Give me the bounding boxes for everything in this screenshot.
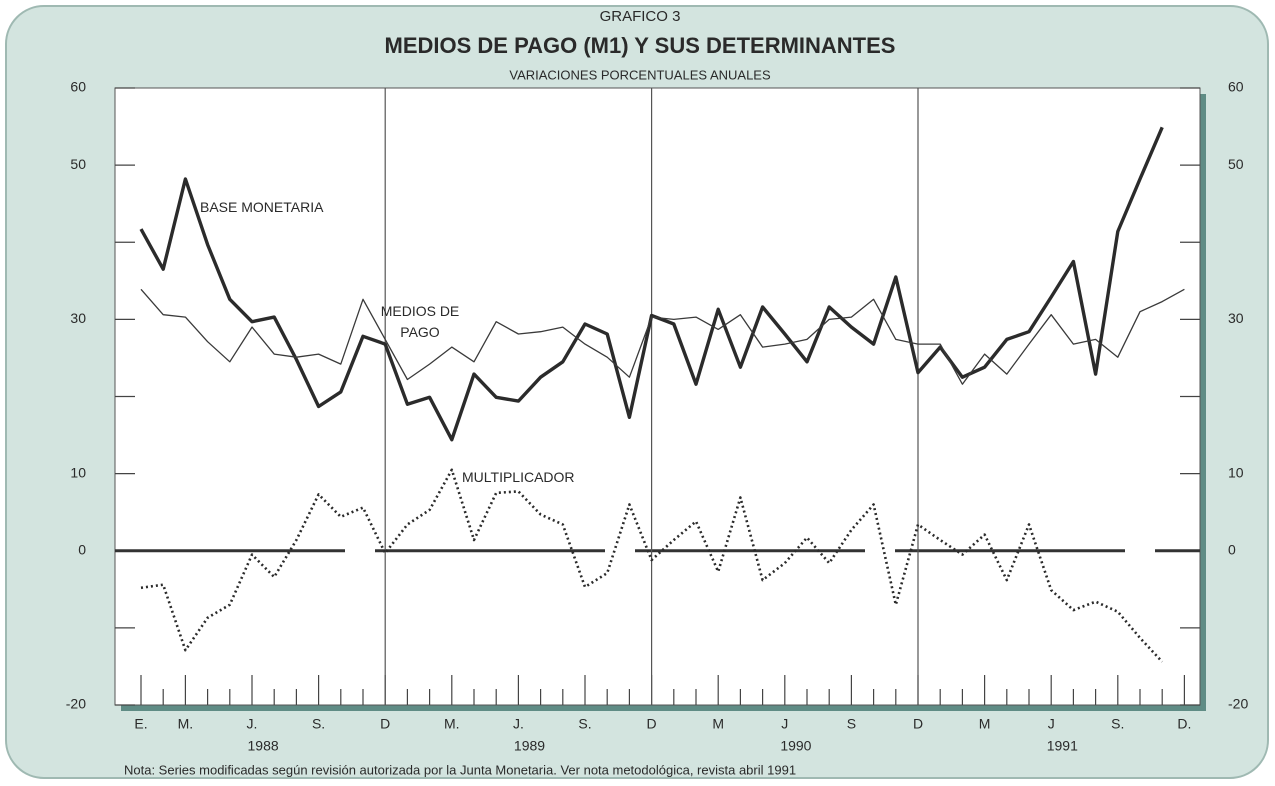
series-label-box: MULTIPLICADOR: [462, 469, 575, 485]
y2-tick-label: 10: [1228, 464, 1244, 480]
year-label: 1988: [248, 738, 279, 754]
note: Nota: Series modificadas según revisión …: [124, 762, 796, 777]
y2-tick-label: 30: [1228, 310, 1244, 326]
series-label-box: BASE MONETARIA: [200, 199, 324, 215]
series-label: MEDIOS DE PAGO: [380, 303, 460, 340]
year-label: 1989: [514, 738, 545, 754]
x-tick-label: M.: [178, 716, 194, 732]
series-line: [140, 468, 1164, 663]
x-tick-label: J.: [247, 716, 258, 732]
x-tick-label: D.: [1177, 716, 1191, 732]
series-label: BASE MONETARIA: [200, 199, 324, 215]
x-tick-label: S.: [578, 716, 591, 732]
x-tick-label: J: [1048, 716, 1055, 732]
series-line: [139, 126, 1164, 442]
x-tick-label: J: [781, 716, 788, 732]
series-label-box: MEDIOS DE PAGO: [380, 303, 460, 340]
series-label: MULTIPLICADOR: [462, 469, 575, 485]
year-label: 1990: [780, 738, 811, 754]
x-tick-label: M.: [444, 716, 460, 732]
x-tick-label: M: [979, 716, 991, 732]
y-tick-label: 30: [70, 310, 86, 326]
x-tick-label: S.: [1111, 716, 1124, 732]
supertitle: GRAFICO 3: [600, 8, 681, 25]
x-tick-label: J.: [513, 716, 524, 732]
series-line: [140, 288, 1185, 385]
y2-tick-label: 0: [1228, 541, 1236, 557]
y-tick-label: 0: [78, 541, 86, 557]
x-tick-label: D: [380, 716, 390, 732]
x-tick-label: S.: [312, 716, 325, 732]
y-tick-label: 50: [70, 156, 86, 172]
y-tick-label: 10: [70, 464, 86, 480]
plot-area: [114, 87, 1201, 706]
x-tick-label: D: [647, 716, 657, 732]
x-tick-label: S: [847, 716, 856, 732]
y-tick-label: -20: [66, 696, 86, 712]
x-tick-label: M: [712, 716, 724, 732]
y2-tick-label: 50: [1228, 156, 1244, 172]
chart-subtitle: VARIACIONES PORCENTUALES ANUALES: [509, 67, 771, 82]
y2-tick-label: -20: [1228, 696, 1248, 712]
chart-title: MEDIOS DE PAGO (M1) Y SUS DETERMINANTES: [385, 33, 896, 58]
y-tick-label: 60: [70, 79, 86, 95]
x-tick-label: E.: [134, 716, 147, 732]
y2-tick-label: 60: [1228, 79, 1244, 95]
year-label: 1991: [1047, 738, 1078, 754]
x-tick-label: D: [913, 716, 923, 732]
